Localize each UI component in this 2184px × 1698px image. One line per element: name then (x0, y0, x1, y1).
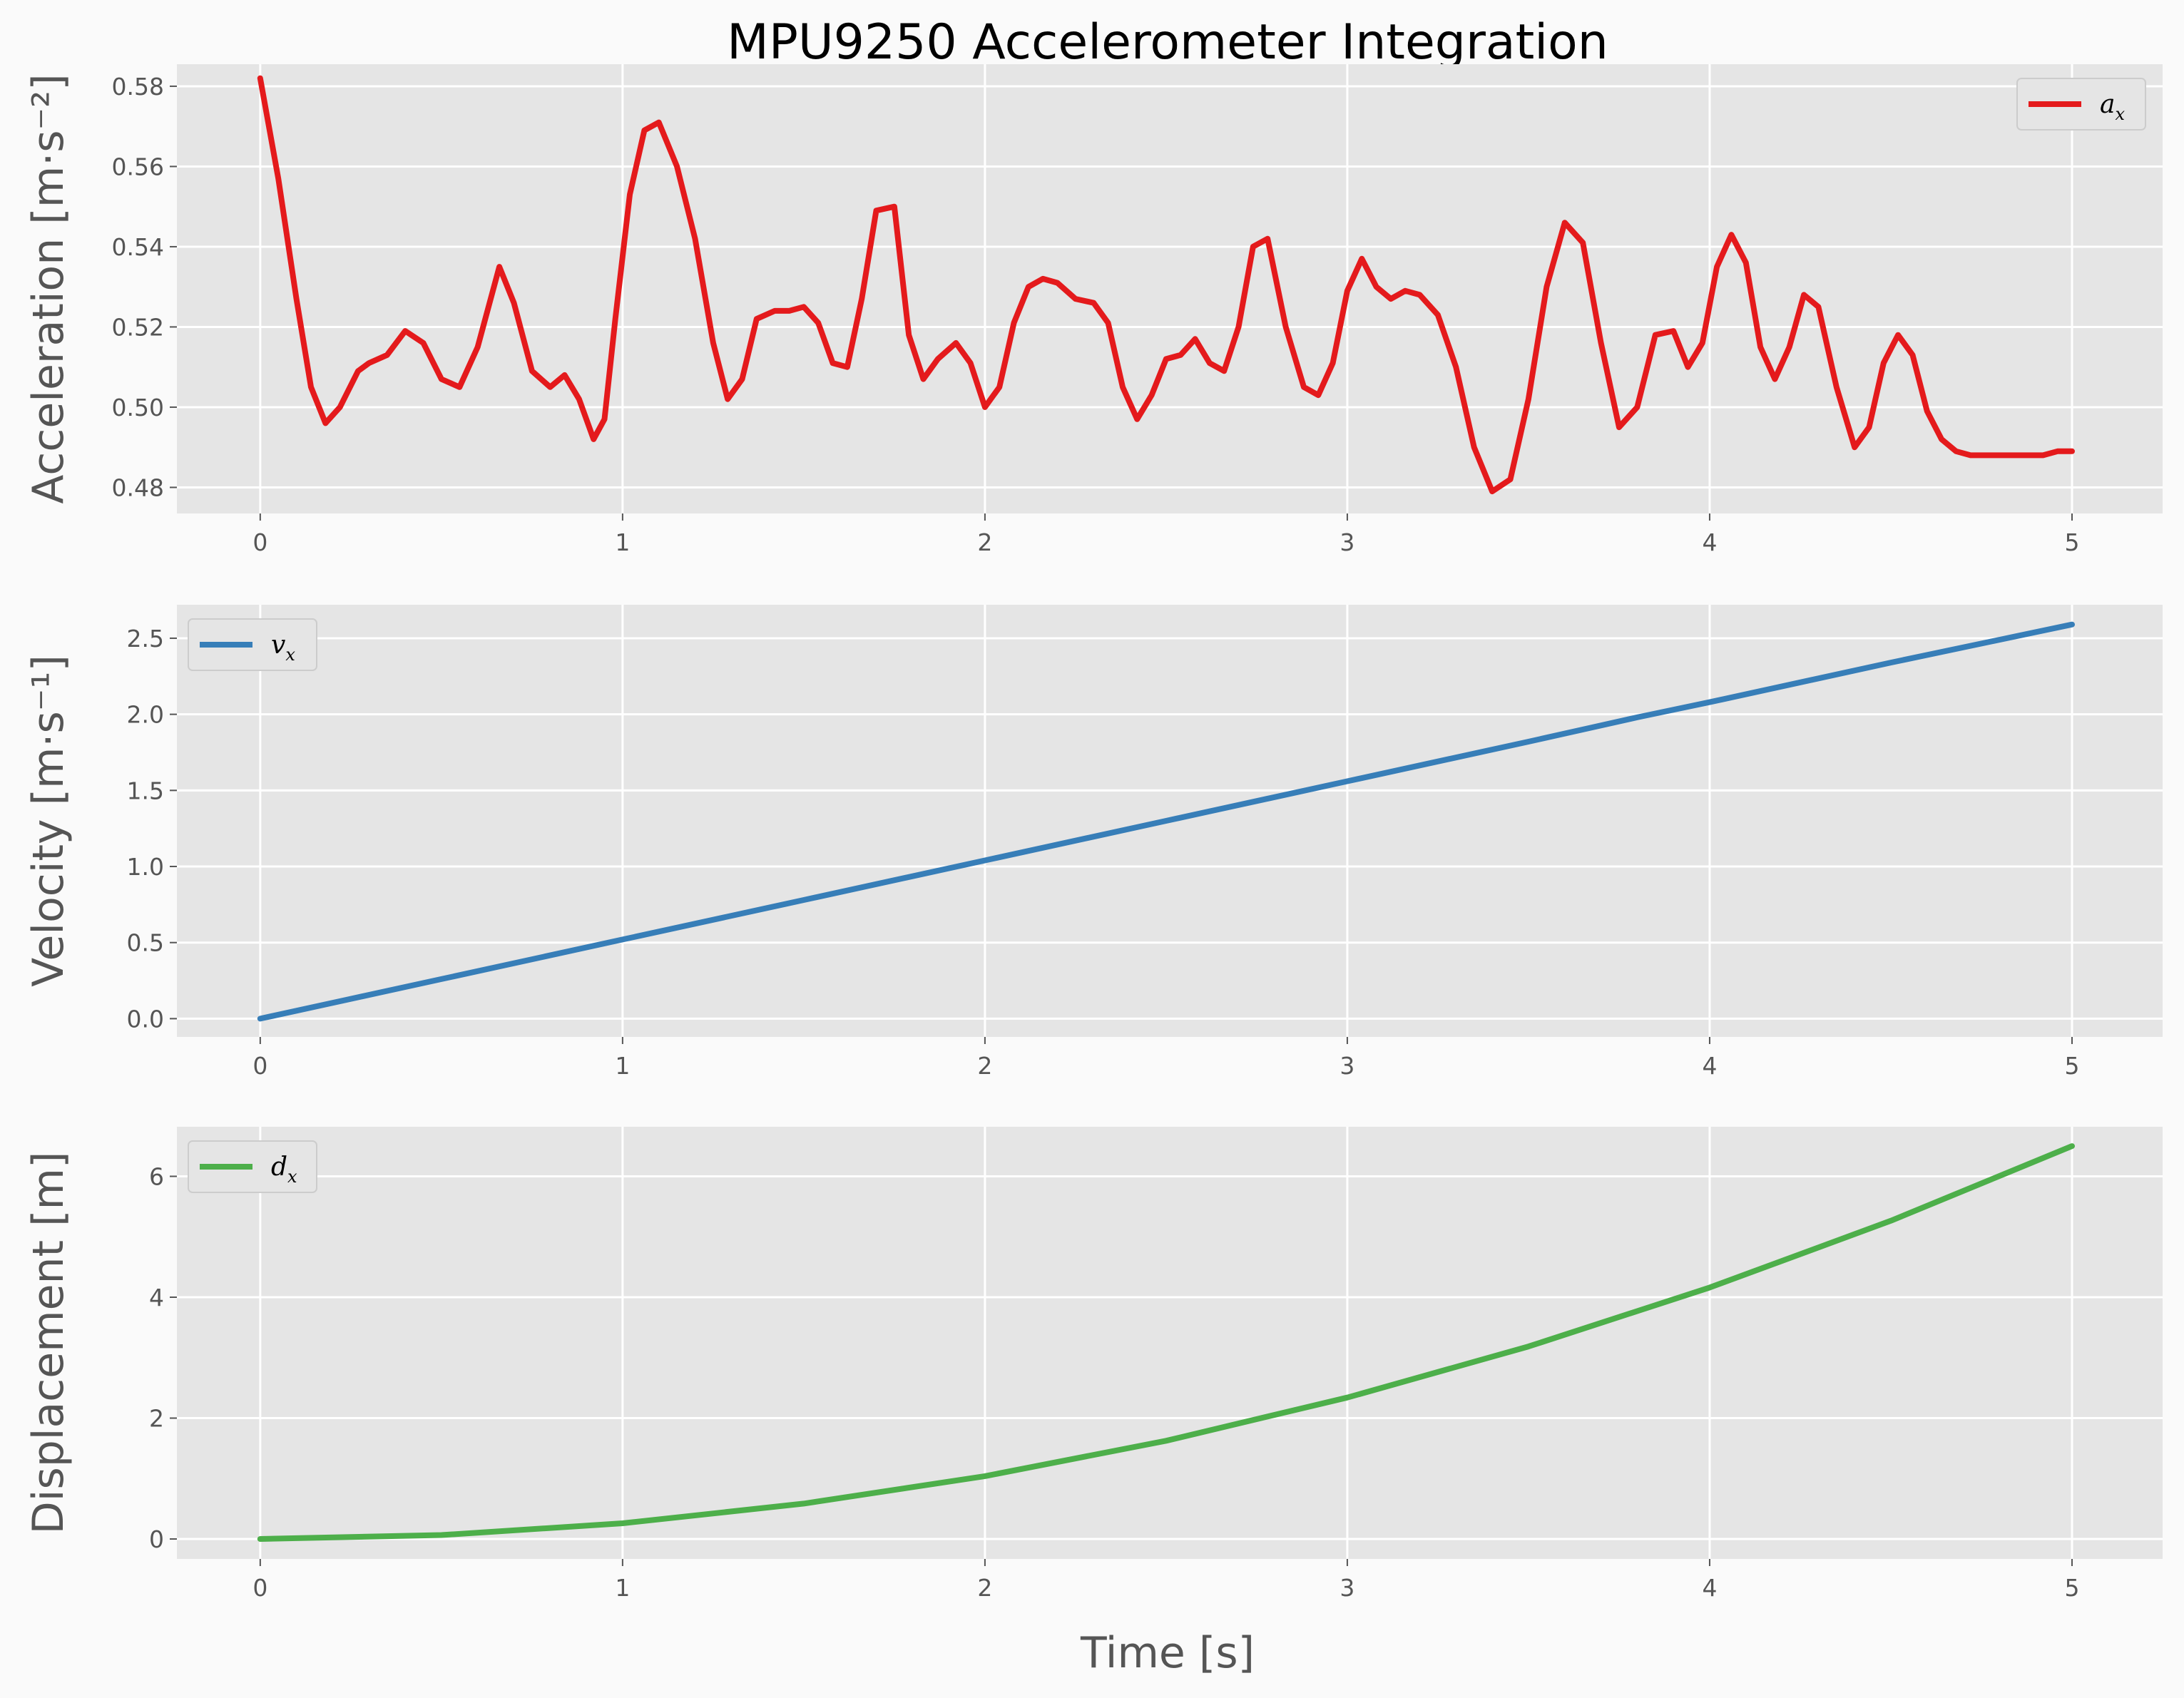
displacement-panel: 0 1 2 3 4 5 0 2 4 6 Displacement [m] dx (24, 1127, 2163, 1602)
y-tick-label: 2 (149, 1405, 164, 1433)
x-tick-label: 3 (1340, 1052, 1354, 1080)
x-axis-title: Time [s] (1080, 1628, 1255, 1678)
x-tick-label: 2 (977, 528, 992, 556)
velocity-panel: 0 1 2 3 4 5 0.0 0.5 1.0 1.5 2.0 2.5 Velocity [m·s⁻¹]… (24, 605, 2163, 1080)
y-tick-label: 2.0 (127, 701, 164, 729)
a_x-series-line (257, 75, 2075, 495)
y-tick-label: 1.0 (127, 853, 164, 881)
x-tick-label: 3 (1340, 528, 1354, 556)
y-tick-label: 0.58 (112, 73, 164, 101)
velocity-y-axis-title: Velocity [m·s⁻¹] (24, 655, 73, 987)
y-tick-label: 0 (149, 1525, 164, 1553)
x-tick-label: 4 (1702, 1052, 1717, 1080)
chart-title: MPU9250 Accelerometer Integration (727, 14, 1608, 71)
y-tick-label: 6 (149, 1162, 164, 1190)
y-tick-label: 0.52 (112, 313, 164, 341)
y-tick-label: 0.48 (112, 474, 164, 501)
displacement-plot-area (177, 1127, 2163, 1559)
x-tick-label: 2 (977, 1574, 992, 1602)
x-tick-label: 3 (1340, 1574, 1354, 1602)
v_x-series-line (257, 621, 2075, 1022)
x-tick-label: 0 (252, 1052, 267, 1080)
legend-label: dx (271, 1152, 297, 1187)
velocity-legend: vx (188, 618, 317, 671)
acceleration-legend: ax (2016, 78, 2146, 131)
displacement-y-axis-title: Displacement [m] (24, 1152, 73, 1535)
x-tick-label: 0 (252, 528, 267, 556)
acceleration-y-axis-title: Acceleration [m·s⁻²] (24, 73, 73, 503)
x-tick-label: 1 (615, 528, 630, 556)
acceleration-plot-area (177, 64, 2163, 513)
legend-label: ax (2100, 90, 2125, 124)
acceleration-panel: 0 1 2 3 4 5 0.48 0.50 0.52 0.54 0.56 0.58 Accelerati… (24, 64, 2163, 556)
x-tick-label: 4 (1702, 1574, 1717, 1602)
d_x-series-line (257, 1143, 2075, 1542)
x-tick-label: 1 (615, 1574, 630, 1602)
y-tick-label: 1.5 (127, 777, 164, 804)
x-tick-label: 4 (1702, 528, 1717, 556)
x-tick-label: 2 (977, 1052, 992, 1080)
y-tick-label: 2.5 (127, 625, 164, 653)
x-tick-label: 5 (2064, 1574, 2079, 1602)
y-tick-label: 0.0 (127, 1005, 164, 1033)
y-tick-label: 0.56 (112, 153, 164, 180)
y-tick-label: 0.5 (127, 929, 164, 957)
displacement-legend: dx (188, 1140, 317, 1193)
y-tick-label: 0.54 (112, 233, 164, 261)
x-tick-label: 1 (615, 1052, 630, 1080)
y-tick-label: 4 (149, 1284, 164, 1311)
legend-label: vx (271, 630, 295, 665)
x-tick-label: 5 (2064, 528, 2079, 556)
x-tick-label: 5 (2064, 1052, 2079, 1080)
y-tick-label: 0.50 (112, 394, 164, 421)
x-tick-label: 0 (252, 1574, 267, 1602)
subplot-panels: 0 1 2 3 4 50.480.500.520.540.560.58Accelerati… (24, 64, 2163, 1602)
